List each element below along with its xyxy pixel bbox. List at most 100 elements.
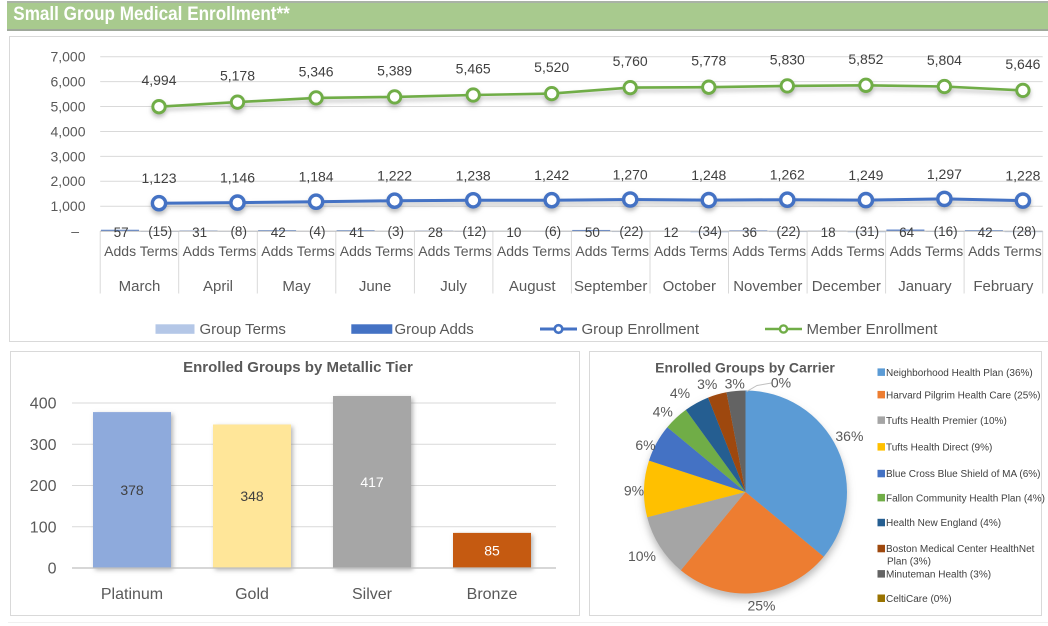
svg-text:5,852: 5,852 bbox=[848, 51, 883, 67]
svg-text:5,178: 5,178 bbox=[220, 68, 255, 84]
svg-text:5,760: 5,760 bbox=[613, 53, 648, 69]
svg-text:Neighborhood Health Plan (36%): Neighborhood Health Plan (36%) bbox=[886, 368, 1033, 379]
svg-text:5,804: 5,804 bbox=[927, 52, 962, 68]
svg-text:1,000: 1,000 bbox=[50, 198, 85, 214]
svg-text:4%: 4% bbox=[670, 385, 690, 401]
svg-text:36%: 36% bbox=[835, 428, 863, 444]
svg-text:Tufts Health Premier (10%): Tufts Health Premier (10%) bbox=[886, 416, 1007, 427]
svg-text:5,520: 5,520 bbox=[534, 59, 569, 75]
svg-text:0%: 0% bbox=[771, 375, 791, 391]
svg-text:(15): (15) bbox=[148, 224, 172, 239]
svg-text:5,778: 5,778 bbox=[691, 53, 726, 69]
svg-text:Health New England (4%): Health New England (4%) bbox=[886, 518, 1001, 529]
svg-text:Adds Terms: Adds Terms bbox=[104, 243, 178, 259]
svg-text:378: 378 bbox=[120, 482, 144, 498]
svg-text:CeltiCare (0%): CeltiCare (0%) bbox=[886, 594, 952, 605]
svg-text:12: 12 bbox=[663, 225, 678, 240]
svg-text:42: 42 bbox=[978, 225, 993, 240]
svg-text:December: December bbox=[812, 278, 881, 295]
svg-text:3%: 3% bbox=[725, 376, 745, 392]
svg-text:(16): (16) bbox=[934, 224, 958, 239]
svg-text:2,000: 2,000 bbox=[50, 173, 85, 189]
svg-text:1,248: 1,248 bbox=[691, 167, 726, 183]
svg-text:(34): (34) bbox=[698, 224, 722, 239]
svg-text:Harvard Pilgrim Health Care (2: Harvard Pilgrim Health Care (25%) bbox=[886, 390, 1041, 401]
svg-text:7,000: 7,000 bbox=[50, 49, 85, 65]
svg-text:400: 400 bbox=[30, 396, 57, 413]
svg-text:Silver: Silver bbox=[352, 586, 393, 603]
svg-text:1,238: 1,238 bbox=[456, 167, 491, 183]
svg-text:348: 348 bbox=[240, 488, 264, 504]
svg-text:November: November bbox=[733, 278, 802, 295]
svg-text:6%: 6% bbox=[635, 437, 655, 453]
svg-text:(22): (22) bbox=[619, 224, 643, 239]
svg-text:June: June bbox=[359, 278, 392, 295]
svg-text:(31): (31) bbox=[855, 224, 879, 239]
svg-text:6,000: 6,000 bbox=[50, 74, 85, 90]
svg-text:(3): (3) bbox=[388, 224, 405, 239]
svg-text:Platinum: Platinum bbox=[101, 586, 163, 603]
svg-text:July: July bbox=[440, 278, 467, 295]
svg-text:Tufts Health Direct (9%): Tufts Health Direct (9%) bbox=[886, 443, 992, 454]
svg-text:10: 10 bbox=[506, 225, 521, 240]
svg-text:Minuteman Health (3%): Minuteman Health (3%) bbox=[886, 570, 991, 581]
svg-text:1,184: 1,184 bbox=[299, 169, 334, 185]
svg-text:Adds Terms: Adds Terms bbox=[732, 243, 806, 259]
svg-text:(4): (4) bbox=[309, 224, 326, 239]
svg-text:300: 300 bbox=[30, 437, 57, 454]
svg-text:57: 57 bbox=[114, 225, 129, 240]
svg-text:April: April bbox=[203, 278, 233, 295]
svg-text:August: August bbox=[509, 278, 557, 295]
svg-text:4%: 4% bbox=[653, 404, 673, 420]
svg-text:February: February bbox=[973, 278, 1034, 295]
svg-text:Blue Cross Blue Shield of MA (: Blue Cross Blue Shield of MA (6%) bbox=[886, 469, 1041, 480]
svg-text:Group Enrollment: Group Enrollment bbox=[582, 321, 700, 338]
svg-text:41: 41 bbox=[349, 225, 364, 240]
svg-text:October: October bbox=[663, 278, 716, 295]
svg-text:Adds Terms: Adds Terms bbox=[497, 243, 571, 259]
svg-text:5,346: 5,346 bbox=[299, 63, 334, 79]
svg-text:42: 42 bbox=[271, 225, 286, 240]
svg-text:Adds Terms: Adds Terms bbox=[418, 243, 492, 259]
svg-text:64: 64 bbox=[899, 225, 915, 240]
svg-text:March: March bbox=[119, 278, 161, 295]
svg-text:January: January bbox=[898, 278, 952, 295]
svg-text:5,465: 5,465 bbox=[456, 61, 491, 77]
svg-text:(6): (6) bbox=[545, 224, 562, 239]
svg-text:September: September bbox=[574, 278, 647, 295]
svg-text:10%: 10% bbox=[628, 548, 656, 564]
svg-text:1,123: 1,123 bbox=[141, 170, 176, 186]
svg-text:Enrolled Groups by Metallic Ti: Enrolled Groups by Metallic Tier bbox=[183, 359, 413, 376]
svg-text:1,228: 1,228 bbox=[1005, 168, 1040, 184]
svg-text:3%: 3% bbox=[697, 376, 717, 392]
svg-text:(12): (12) bbox=[462, 224, 486, 239]
svg-text:1,270: 1,270 bbox=[613, 167, 648, 183]
svg-text:1,249: 1,249 bbox=[848, 167, 883, 183]
svg-text:Adds Terms: Adds Terms bbox=[340, 243, 414, 259]
svg-text:0: 0 bbox=[48, 561, 57, 578]
svg-text:Adds Terms: Adds Terms bbox=[261, 243, 335, 259]
svg-text:25%: 25% bbox=[747, 598, 775, 614]
svg-text:Group Terms: Group Terms bbox=[200, 321, 286, 338]
svg-text:4,994: 4,994 bbox=[141, 72, 176, 88]
svg-text:(22): (22) bbox=[776, 224, 800, 239]
svg-text:1,222: 1,222 bbox=[377, 168, 412, 184]
svg-text:Adds Terms: Adds Terms bbox=[811, 243, 885, 259]
svg-text:1,262: 1,262 bbox=[770, 167, 805, 183]
svg-text:3,000: 3,000 bbox=[50, 148, 85, 164]
svg-text:Adds Terms: Adds Terms bbox=[183, 243, 257, 259]
svg-text:18: 18 bbox=[821, 225, 836, 240]
svg-text:4,000: 4,000 bbox=[50, 123, 85, 139]
svg-text:28: 28 bbox=[428, 225, 443, 240]
svg-text:5,646: 5,646 bbox=[1005, 56, 1040, 72]
svg-text:Enrolled Groups by Carrier: Enrolled Groups by Carrier bbox=[655, 360, 835, 376]
svg-text:50: 50 bbox=[585, 225, 600, 240]
svg-text:1,297: 1,297 bbox=[927, 166, 962, 182]
svg-text:417: 417 bbox=[360, 474, 384, 490]
svg-text:Adds Terms: Adds Terms bbox=[968, 243, 1042, 259]
svg-text:(8): (8) bbox=[230, 224, 247, 239]
svg-text:5,830: 5,830 bbox=[770, 51, 805, 67]
svg-text:Boston Medical Center HealthNe: Boston Medical Center HealthNet bbox=[886, 544, 1035, 555]
svg-text:100: 100 bbox=[30, 519, 57, 536]
svg-text:Gold: Gold bbox=[235, 586, 269, 603]
